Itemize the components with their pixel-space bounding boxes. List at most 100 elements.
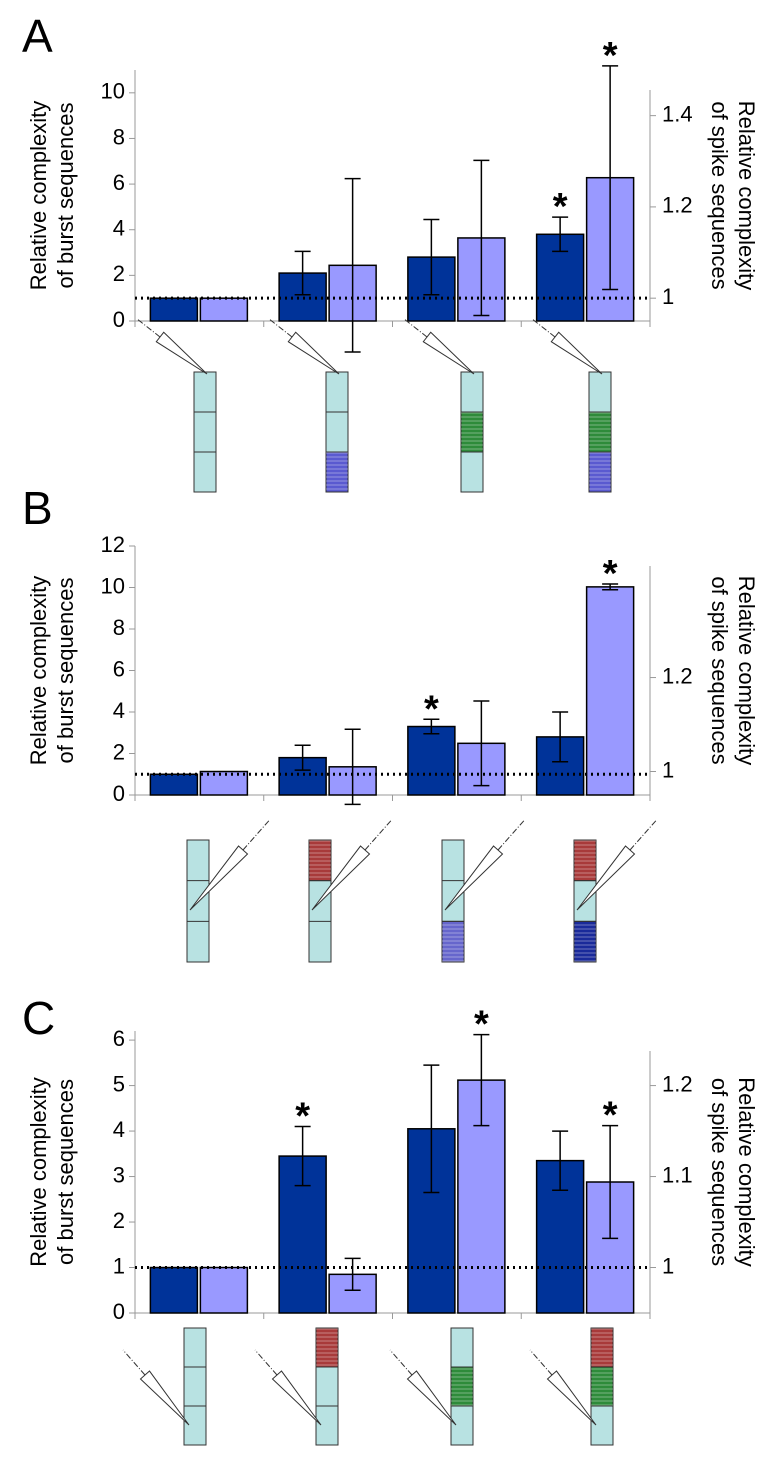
pipette-wire [122, 1349, 146, 1376]
error-bar [423, 718, 440, 735]
bar [585, 586, 635, 796]
neuron-diagram [441, 819, 525, 963]
pipette [271, 1370, 322, 1426]
y-tick-label: 4 [113, 216, 125, 241]
y2-tick-label: 1 [662, 284, 674, 309]
compartment-hatch [461, 412, 483, 452]
y-tick-label: 5 [113, 1071, 125, 1096]
error-bar [602, 583, 619, 591]
neuron-diagram [531, 318, 612, 493]
bar [199, 770, 249, 796]
error-bar [473, 700, 490, 787]
error-bar [552, 1130, 569, 1191]
y-axis-title: of burst sequences [53, 578, 78, 764]
compartment-hatch [591, 1328, 613, 1367]
error-bar [344, 177, 361, 353]
pipette-wire [497, 819, 525, 851]
compartment-hatch [309, 840, 331, 881]
error-bar [344, 1257, 361, 1292]
pipette [546, 1370, 597, 1426]
error-bar [423, 1064, 440, 1194]
y-tick-label: 2 [113, 1208, 125, 1233]
y-tick-label: 2 [113, 261, 125, 286]
neuron-diagram [573, 819, 657, 963]
neuron-diagram [389, 1327, 474, 1446]
y-tick-label: 2 [113, 739, 125, 764]
bar [199, 1266, 249, 1314]
y2-axis-title: Relative complexity [734, 1077, 759, 1267]
y2-tick-label: 1 [662, 757, 674, 782]
y2-axis-title: of spike sequences [707, 576, 732, 764]
neuron-diagram [186, 819, 270, 963]
pipette-wire [629, 819, 657, 851]
error-bar [473, 1033, 490, 1127]
pipette-wire [254, 1349, 278, 1376]
panel-label: A [22, 10, 53, 62]
y-tick-label: 4 [113, 1117, 125, 1142]
pipette-wire [403, 318, 428, 338]
y-tick-label: 6 [113, 1026, 125, 1051]
y-tick-label: 10 [101, 79, 125, 104]
error-bar [423, 218, 440, 296]
pipette-wire [531, 318, 556, 338]
dendrite [193, 371, 217, 493]
y-tick-label: 4 [113, 698, 125, 723]
error-bar [602, 1124, 619, 1240]
y-tick-label: 8 [113, 124, 125, 149]
pipette-wire [242, 819, 270, 851]
bar [407, 725, 456, 796]
error-bar [552, 216, 569, 253]
bar [149, 297, 199, 322]
y2-axis-title: Relative complexity [734, 101, 759, 291]
pipette [406, 1370, 457, 1426]
compartment-hatch [589, 452, 611, 492]
y-tick-label: 0 [113, 781, 125, 806]
neuron-diagram [268, 318, 349, 493]
significance-star: * [295, 1096, 310, 1138]
compartment-hatch [589, 412, 611, 452]
neuron-diagram [403, 318, 484, 493]
pipette [550, 331, 603, 375]
neuron-diagram [254, 1327, 339, 1446]
compartment-hatch [574, 840, 596, 881]
error-bar [294, 1125, 311, 1187]
y2-tick-label: 1 [662, 1253, 674, 1278]
significance-star: * [474, 1004, 489, 1046]
y-tick-label: 0 [113, 1299, 125, 1324]
error-bar [473, 159, 490, 317]
significance-star: * [553, 186, 568, 228]
pipette-wire [268, 318, 293, 338]
y-tick-label: 8 [113, 615, 125, 640]
significance-star: * [424, 688, 439, 730]
error-bar [294, 744, 311, 771]
significance-star: * [603, 1095, 618, 1137]
y-axis-title: Relative complexity [26, 101, 51, 291]
dendrite [183, 1327, 207, 1446]
compartment-hatch [442, 921, 464, 962]
neuron-diagram [529, 1327, 614, 1446]
y2-axis-title: Relative complexity [734, 576, 759, 766]
pipette [139, 1370, 190, 1426]
y-tick-label: 0 [113, 307, 125, 332]
compartment-hatch [316, 1328, 338, 1367]
pipette-wire [364, 819, 392, 851]
y-tick-label: 6 [113, 656, 125, 681]
compartment-hatch [451, 1367, 473, 1406]
compartment-hatch [591, 1367, 613, 1406]
bar [149, 773, 199, 796]
y2-tick-label: 1.2 [662, 663, 693, 688]
bar [199, 297, 249, 322]
compartment-hatch [326, 452, 348, 492]
y-tick-label: 6 [113, 170, 125, 195]
significance-star: * [603, 35, 618, 77]
panel-label: B [22, 482, 53, 534]
y-axis-title: of burst sequences [53, 103, 78, 289]
pipette-wire [136, 318, 161, 338]
y2-axis-title: of spike sequences [707, 101, 732, 289]
y2-axis-title: of spike sequences [707, 1078, 732, 1266]
neuron-diagram [136, 318, 217, 493]
neuron-diagram [122, 1327, 207, 1446]
y-axis-title: of burst sequences [53, 1079, 78, 1265]
pipette-wire [389, 1349, 413, 1376]
